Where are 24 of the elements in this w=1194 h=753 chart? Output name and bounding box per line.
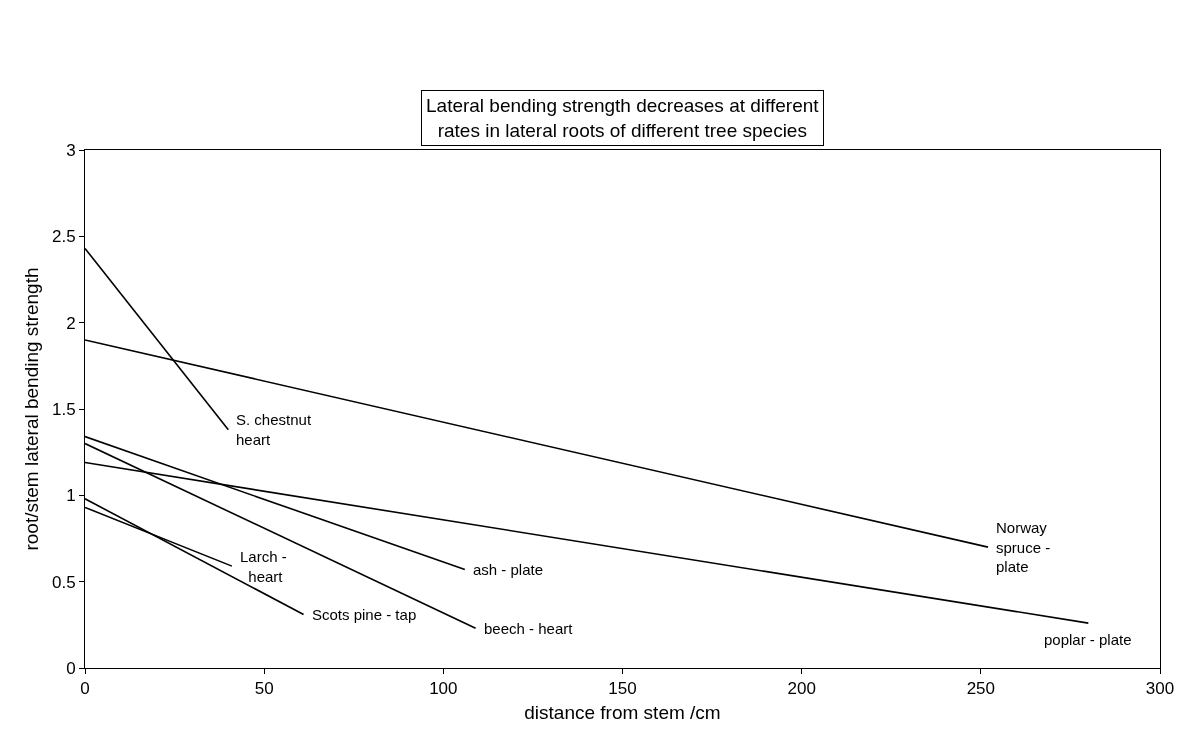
y-tick-label: 0 bbox=[66, 658, 76, 678]
chart-title: Lateral bending strength decreases at different rates in lateral roots of different tree species bbox=[426, 95, 820, 141]
y-axis-title: root/stem lateral bending strength bbox=[20, 267, 42, 551]
x-tick-label: 100 bbox=[429, 679, 458, 699]
y-tick-label: 2.5 bbox=[51, 227, 76, 247]
x-tick-label: 300 bbox=[1145, 679, 1175, 699]
y-tick-label: 1.5 bbox=[51, 399, 76, 419]
y-tick-label: 2 bbox=[66, 313, 76, 333]
series-label: beech - heart bbox=[484, 620, 574, 637]
series-label: Norway spruce - plate bbox=[996, 519, 1051, 575]
x-tick-label: 50 bbox=[254, 679, 274, 699]
series-label: Scots pine - tap bbox=[312, 606, 417, 623]
series-label: Larch - heart bbox=[240, 548, 287, 585]
x-tick-label: 200 bbox=[787, 679, 816, 699]
y-tick-label: 0.5 bbox=[51, 572, 76, 592]
x-tick-label: 250 bbox=[966, 679, 996, 699]
y-tick-label: 1 bbox=[66, 486, 76, 506]
series-label: S. chestnut heart bbox=[236, 411, 312, 448]
series-label: poplar - plate bbox=[1044, 631, 1132, 648]
x-tick-label: 0 bbox=[80, 679, 90, 699]
y-tick-label: 3 bbox=[66, 140, 76, 160]
x-tick-label: 150 bbox=[608, 679, 637, 699]
series-label: ash - plate bbox=[473, 561, 544, 578]
x-axis-title: distance from stem /cm bbox=[524, 702, 721, 724]
